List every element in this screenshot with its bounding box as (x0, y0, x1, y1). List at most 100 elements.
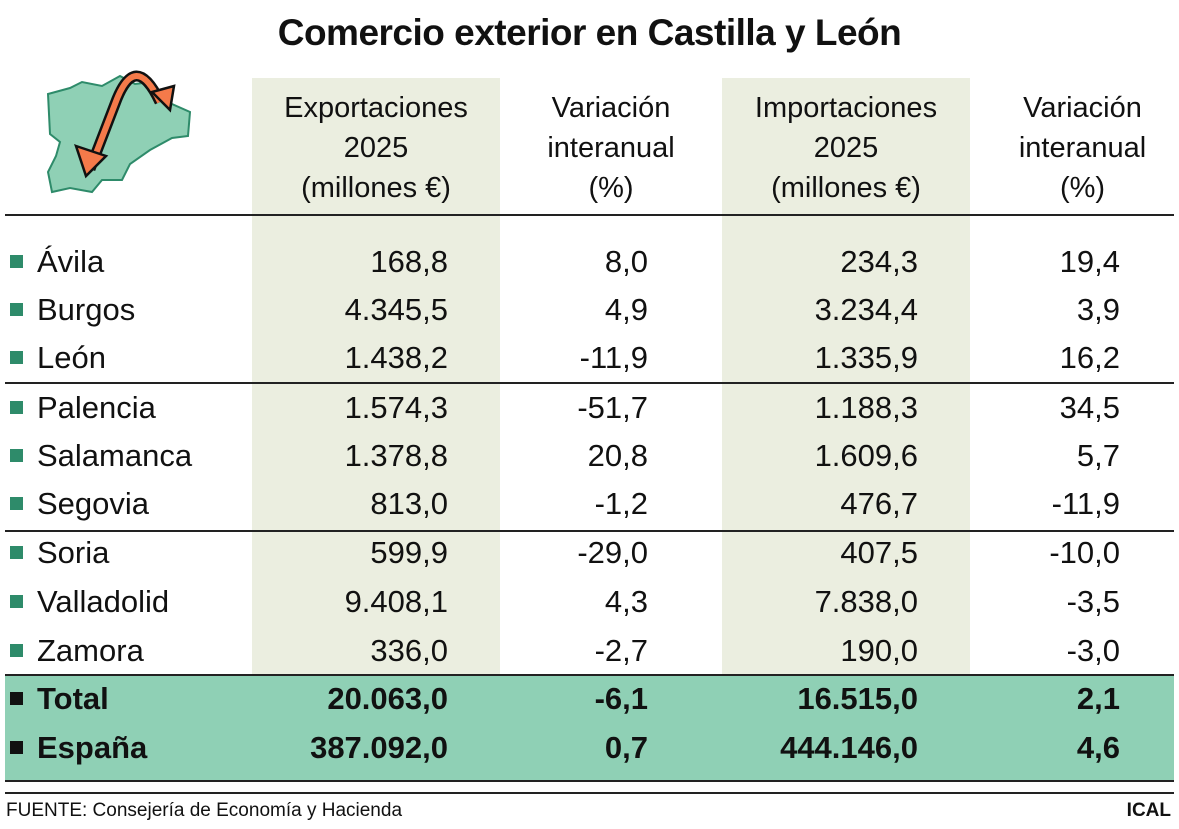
cell-value: 4,3 (604, 584, 648, 619)
table-row: Zamora 336,0 -2,7 190,0 -3,0 (0, 627, 1179, 675)
cell-value: -51,7 (577, 390, 648, 425)
bullet-square-icon (10, 303, 23, 316)
province-name: España (37, 730, 148, 765)
castilla-y-leon-map-with-trade-arrows-icon (46, 70, 192, 194)
header-line: (%) (1059, 172, 1106, 204)
cell-value: 34,5 (1059, 390, 1120, 425)
brand-logo: ICAL (1126, 800, 1171, 821)
header-line: Exportaciones (284, 92, 468, 124)
imports-column-shade (722, 78, 970, 675)
bullet-square-icon (10, 401, 23, 414)
cell-value: 16.515,0 (797, 681, 918, 716)
totals-divider (5, 674, 1174, 676)
province-name: Valladolid (37, 584, 170, 619)
header-line: Variación (1023, 92, 1142, 124)
province-name: León (37, 340, 106, 375)
cell-value: 7.838,0 (814, 584, 918, 619)
province-name: Soria (37, 535, 110, 570)
cell-value: 476,7 (840, 486, 918, 521)
cell-value: 4,9 (604, 292, 648, 327)
cell-value: 813,0 (370, 486, 448, 521)
cell-value: 9.408,1 (344, 584, 448, 619)
cell-value: 1.574,3 (344, 390, 448, 425)
header-imports: Importaciones 2025 (millones €) (722, 88, 970, 208)
table-row: León 1.438,2 -11,9 1.335,9 16,2 (0, 334, 1179, 382)
table-row: Segovia 813,0 -1,2 476,7 -11,9 (0, 480, 1179, 528)
cell-value: 336,0 (370, 633, 448, 668)
bullet-square-icon (10, 255, 23, 268)
cell-value: 1.609,6 (814, 438, 918, 473)
header-exports: Exportaciones 2025 (millones €) (252, 88, 500, 208)
header-line: Variación (551, 92, 671, 124)
bullet-square-icon (10, 351, 23, 364)
cell-value: -2,7 (594, 633, 648, 668)
province-name: Salamanca (37, 438, 193, 473)
bullet-square-icon (10, 692, 23, 705)
cell-value: 16,2 (1059, 340, 1120, 375)
group-divider (5, 382, 1174, 384)
header-line: 2025 (813, 132, 879, 164)
table-row: Palencia 1.574,3 -51,7 1.188,3 34,5 (0, 384, 1179, 432)
cell-value: -29,0 (577, 535, 648, 570)
cell-value: 234,3 (840, 244, 918, 279)
header-divider (5, 214, 1174, 216)
header-line: (millones €) (771, 172, 921, 204)
exports-column-shade (252, 78, 500, 675)
table-row: Valladolid 9.408,1 4,3 7.838,0 -3,5 (0, 578, 1179, 626)
cell-value: -11,9 (1051, 486, 1120, 521)
province-name: Total (37, 681, 109, 716)
table-row: Ávila 168,8 8,0 234,3 19,4 (0, 238, 1179, 286)
cell-value: 168,8 (370, 244, 448, 279)
header-line: (millones €) (301, 172, 451, 204)
bullet-square-icon (10, 449, 23, 462)
cell-value: 8,0 (604, 244, 648, 279)
bullet-square-icon (10, 546, 23, 559)
cell-value: -10,0 (1049, 535, 1120, 570)
footer-divider (5, 792, 1174, 794)
header-line: (%) (588, 172, 634, 204)
total-row: Total 20.063,0 -6,1 16.515,0 2,1 (0, 675, 1179, 723)
header-line: 2025 (343, 132, 409, 164)
cell-value: 0,7 (604, 730, 648, 765)
bullet-square-icon (10, 595, 23, 608)
table-row: Soria 599,9 -29,0 407,5 -10,0 (0, 529, 1179, 577)
table-row: Salamanca 1.378,8 20,8 1.609,6 5,7 (0, 432, 1179, 480)
cell-value: 190,0 (840, 633, 918, 668)
cell-value: 20,8 (587, 438, 648, 473)
header-imports-variation: Variación interanual (%) (970, 88, 1179, 208)
province-name: Ávila (37, 244, 105, 279)
cell-value: 444.146,0 (780, 730, 918, 765)
cell-value: 407,5 (840, 535, 918, 570)
header-line: Importaciones (754, 92, 938, 124)
source-note: FUENTE: Consejería de Economía y Haciend… (6, 800, 403, 821)
cell-value: 1.188,3 (814, 390, 918, 425)
cell-value: -3,0 (1066, 633, 1120, 668)
province-name: Zamora (37, 633, 144, 668)
cell-value: 1.378,8 (344, 438, 448, 473)
cell-value: -11,9 (579, 340, 648, 375)
cell-value: 599,9 (370, 535, 448, 570)
bullet-square-icon (10, 497, 23, 510)
cell-value: -1,2 (594, 486, 648, 521)
cell-value: 4.345,5 (344, 292, 448, 327)
province-name: Burgos (37, 292, 136, 327)
header-exports-variation: Variación interanual (%) (500, 88, 722, 208)
province-name: Segovia (37, 486, 150, 521)
header-line: interanual (1018, 132, 1147, 164)
bullet-square-icon (10, 741, 23, 754)
totals-band (5, 676, 1174, 780)
table-row: Burgos 4.345,5 4,9 3.234,4 3,9 (0, 286, 1179, 334)
province-name: Palencia (37, 390, 156, 425)
cell-value: 4,6 (1076, 730, 1120, 765)
bullet-square-icon (10, 644, 23, 657)
cell-value: -6,1 (594, 681, 648, 716)
cell-value: 20.063,0 (327, 681, 448, 716)
totals-bottom-line (5, 780, 1174, 782)
cell-value: 2,1 (1076, 681, 1120, 716)
cell-value: 19,4 (1059, 244, 1120, 279)
total-row: España 387.092,0 0,7 444.146,0 4,6 (0, 724, 1179, 772)
cell-value: 5,7 (1076, 438, 1120, 473)
cell-value: 3.234,4 (814, 292, 918, 327)
cell-value: 1.438,2 (344, 340, 448, 375)
cell-value: -3,5 (1066, 584, 1120, 619)
